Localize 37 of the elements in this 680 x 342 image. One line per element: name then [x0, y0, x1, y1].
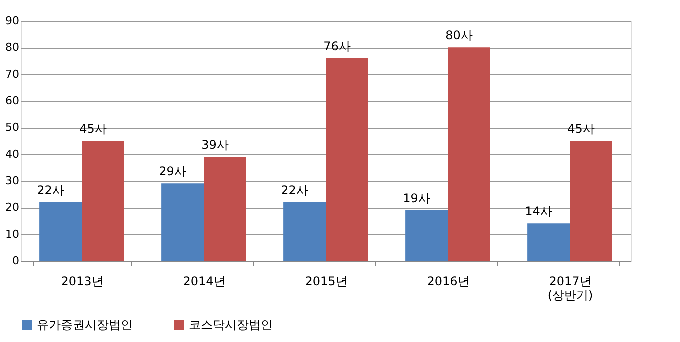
- data-label: 29사: [159, 164, 186, 179]
- bar: [40, 202, 82, 261]
- data-label: 22사: [281, 183, 308, 198]
- y-tick-label: 60: [6, 94, 20, 108]
- bar: [406, 210, 448, 261]
- x-tick-label: 2014년: [183, 274, 226, 288]
- y-tick-label: 50: [6, 121, 20, 134]
- y-tick-label: 10: [6, 228, 20, 241]
- data-label: 76사: [324, 39, 351, 54]
- y-tick-label: 40: [6, 148, 20, 161]
- data-label: 22사: [37, 183, 64, 198]
- bar: [570, 141, 612, 261]
- bar: [82, 141, 124, 261]
- x-tick-label: 2015년: [305, 274, 348, 288]
- y-tick-label: 0: [12, 254, 20, 268]
- y-tick-label: 90: [6, 14, 20, 28]
- data-label: 39사: [202, 138, 229, 152]
- data-label: 45사: [80, 122, 107, 136]
- y-tick-label: 30: [6, 174, 20, 188]
- data-label: 14사: [525, 204, 552, 219]
- bar: [528, 224, 570, 261]
- data-label: 19사: [403, 191, 430, 206]
- legend-label: 코스닥시장법인: [189, 318, 273, 332]
- bar: [284, 202, 326, 261]
- data-label: 45사: [568, 122, 595, 136]
- legend-label: 유가증권시장법인: [37, 318, 133, 332]
- bar: [326, 58, 368, 261]
- bar: [204, 157, 246, 261]
- y-tick-label: 80: [6, 41, 20, 54]
- data-label: 80사: [446, 28, 473, 43]
- bar: [448, 48, 490, 261]
- bar: [162, 184, 204, 261]
- x-tick-label: 2017년 (상반기): [548, 274, 594, 302]
- x-tick-label: 2013년: [61, 274, 104, 288]
- y-tick-label: 20: [6, 201, 20, 214]
- y-tick-label: 70: [6, 68, 20, 81]
- x-tick-label: 2016년: [427, 274, 470, 288]
